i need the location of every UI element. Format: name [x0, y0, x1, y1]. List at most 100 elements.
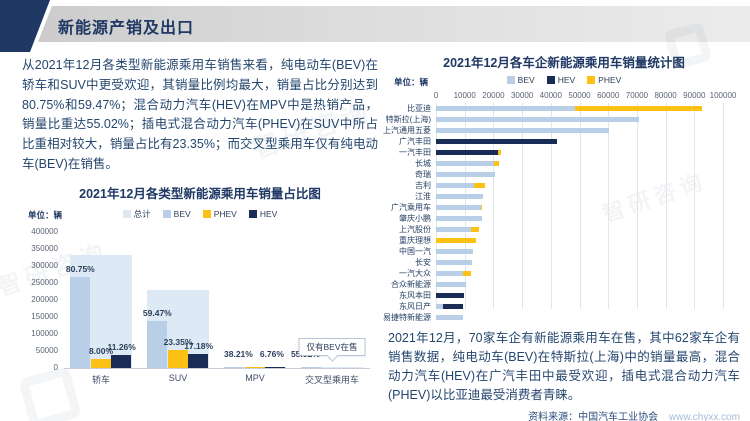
y-axis-tick-label: 250000	[31, 278, 58, 288]
y-axis-tick-label: 200000	[31, 295, 58, 305]
stacked-bar	[436, 249, 474, 254]
company-name: 重庆理想	[399, 236, 431, 245]
company-name: 一汽大众	[399, 269, 431, 278]
company-name: 长安	[415, 258, 431, 267]
bar-segment-phev	[493, 161, 500, 166]
bar-segment-phev	[463, 271, 472, 276]
company-label: 广汽乘用车	[388, 202, 436, 213]
company-name: 广汽乘用车	[391, 203, 431, 212]
right-analysis-paragraph: 2021年12月，70家车企有新能源乘用车在售，其中62家车企有销售数据，纯电动…	[388, 331, 740, 402]
legend-item-总计: 总计	[122, 208, 151, 220]
company-label: 合众新能源	[388, 279, 436, 290]
bar-bev	[147, 321, 168, 368]
gridline	[579, 103, 581, 309]
legend-label: BEV	[173, 208, 191, 219]
bar-group-1: 80.75% 8.00% 11.26%	[66, 232, 136, 368]
company-row: 广汽丰田	[388, 136, 740, 147]
company-name: 上汽股份	[399, 225, 431, 234]
percent-label: 59.47%	[142, 308, 172, 319]
company-name: 比亚迪	[407, 104, 431, 113]
x-axis-tick-label: 50000	[568, 91, 591, 100]
total-background-bar	[301, 366, 363, 368]
company-row: 长安	[388, 257, 740, 268]
company-name: 中国一汽	[399, 247, 431, 256]
company-label: 东风本田	[388, 290, 436, 301]
percent-label: 11.26%	[107, 342, 136, 353]
bar-segment-bev	[436, 249, 474, 254]
bar-segment-bev	[436, 117, 640, 122]
company-name: 一汽丰田	[399, 148, 431, 157]
bar-segment-phev	[574, 106, 703, 111]
y-axis-tick-label: 0	[53, 363, 58, 373]
stacked-bar	[436, 205, 483, 210]
bar-segment-phev	[473, 183, 485, 188]
legend-label: HEV	[259, 208, 278, 219]
x-axis-tick-label: 90000	[683, 91, 706, 100]
percent-label: 6.76%	[259, 348, 284, 359]
company-row: 肇庆小鹏	[388, 213, 740, 224]
stacked-bar	[436, 304, 464, 309]
left-plot-area: 80.75% 8.00% 11.26% 59.47% 23.35% 17.18% 38.21…	[64, 232, 370, 369]
company-label: 广汽丰田	[388, 136, 436, 147]
x-axis-tick-label: 70000	[625, 91, 649, 100]
stacked-bar	[436, 128, 610, 133]
legend-label: PHEV	[598, 75, 622, 85]
company-name: 易捷特新能源	[383, 313, 431, 322]
bar-bev	[70, 276, 91, 368]
company-label: 重庆理想	[388, 235, 436, 246]
bar-bev	[301, 366, 322, 368]
legend-swatch	[506, 76, 515, 84]
y-axis-tick-label: 350000	[31, 244, 58, 254]
header-corner-shape	[0, 0, 50, 52]
bar-group-3: 38.21%6.76%55.02%	[224, 232, 320, 368]
gridline	[636, 103, 638, 309]
gridline	[694, 103, 696, 309]
bar-segment-bev	[436, 106, 575, 111]
bar-segment-bev	[436, 282, 466, 287]
company-row: 重庆理想	[388, 235, 740, 246]
y-axis-tick-label: 300000	[31, 261, 58, 271]
stacked-bar	[436, 139, 557, 144]
company-name: 广汽丰田	[399, 137, 431, 146]
company-label: 比亚迪	[388, 103, 436, 114]
company-name: 奇瑞	[415, 170, 431, 179]
company-name: 吉利	[415, 181, 431, 190]
company-row: 合众新能源	[388, 279, 740, 290]
bar-phev	[90, 358, 111, 368]
company-row: 奇瑞	[388, 169, 740, 180]
stacked-bar	[436, 315, 463, 320]
company-row: 中国一汽	[388, 246, 740, 257]
source-label: 资料来源：中国汽车工业协会	[528, 412, 659, 421]
company-name: 上汽通用五菱	[383, 126, 431, 135]
category-label: 轿车	[91, 374, 111, 385]
legend-label: HEV	[557, 75, 576, 85]
bar-segment-bev	[436, 128, 610, 133]
company-label: 易捷特新能源	[383, 312, 436, 323]
y-axis-tick-label: 150000	[31, 312, 58, 322]
company-label: 特斯拉(上海)	[386, 114, 436, 125]
x-axis-tick-label: 10000	[453, 91, 476, 100]
bar-segment-bev	[436, 315, 463, 320]
bar-segment-bev	[436, 260, 472, 265]
company-name: 东风本田	[399, 291, 431, 300]
y-axis-tick-label: 50000	[35, 346, 58, 356]
company-label: 长安	[388, 257, 436, 268]
stacked-bar	[436, 260, 472, 265]
company-row: 一汽丰田	[388, 147, 740, 158]
x-axis-tick-label: 0	[433, 91, 439, 100]
company-label: 东风日产	[388, 301, 436, 312]
legend-item-bev: BEV	[162, 208, 191, 220]
bar-segment-bev	[436, 304, 444, 309]
source-site-link[interactable]: www.chyxx.com	[668, 412, 740, 421]
legend-item-hev: HEV	[546, 75, 576, 85]
gridline	[522, 103, 524, 309]
bar-segment-hev	[436, 139, 557, 144]
left-chart-legend: 总计 BEV PHEV HEV	[22, 208, 378, 220]
company-row: 广汽乘用车	[388, 202, 740, 213]
legend-label: 总计	[133, 208, 151, 219]
bar-hev	[188, 354, 209, 368]
right-column: 2021年12月各车企新能源乘用车销量统计图 单位：辆 BEV HEV PHEV 0…	[383, 52, 740, 421]
bar-hev	[111, 355, 132, 368]
stacked-bar	[436, 282, 466, 287]
legend-item-hev: HEV	[248, 208, 278, 220]
